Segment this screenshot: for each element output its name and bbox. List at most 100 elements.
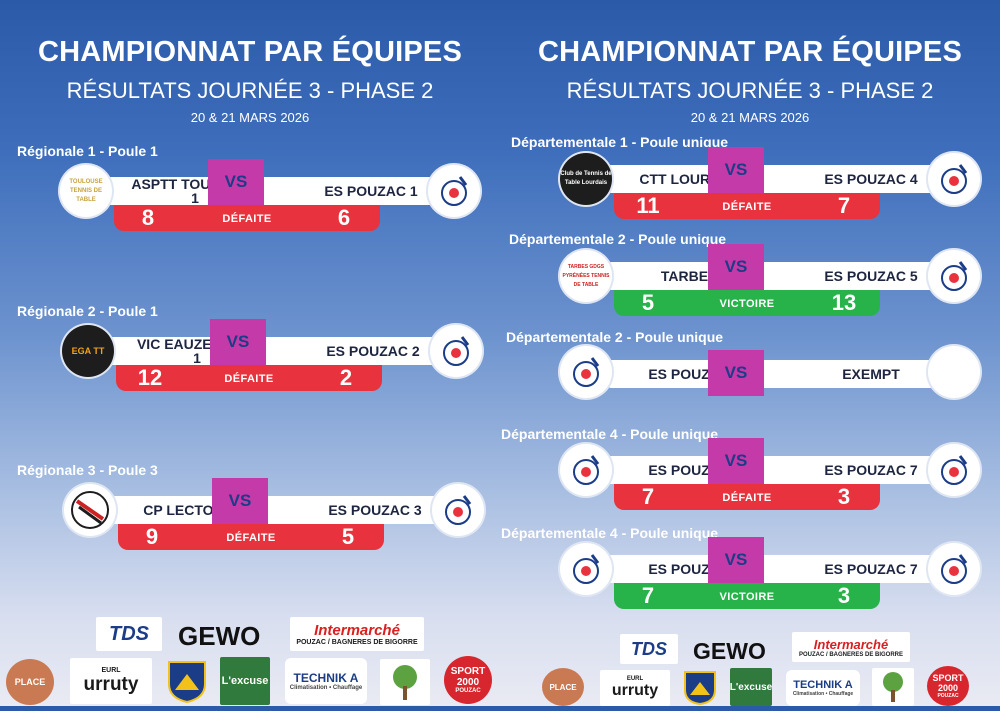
intermarche-logo: Intermarché POUZAC / BAGNERES DE BIGORRE [290,617,424,651]
tds-text: TDS [109,622,149,645]
shield-icon [683,670,717,706]
logo-text: TARBES GDGS PYRÉNÉES TENNIS DE TABLE [562,263,610,288]
pouzac-logo [928,543,980,595]
match-label: Départementale 1 - Poule unique [511,134,729,150]
teams-bar: ASPTT TOULOUSE 1 ES POUZAC 1 [108,177,436,205]
intermarche-subtext: POUZAC / BAGNERES DE BIGORRE [296,639,418,646]
intermarche-logo: Intermarché POUZAC / BAGNERES DE BIGORRE [792,632,910,662]
home-score: 8 [141,205,155,230]
away-score: 3 [837,484,851,509]
away-team: ES POUZAC 5 [824,268,918,284]
place-text: PLACE [14,677,46,687]
home-score: 5 [641,290,655,315]
home-club-logo: TARBES GDGS PYRÉNÉES TENNIS DE TABLE [560,250,612,302]
lexcuse-logo: L'excuse [730,668,772,706]
away-score: 5 [341,524,355,549]
lexcuse-text: L'excuse [730,681,772,693]
away-team: ES POUZAC 4 [824,171,918,187]
lexcuse-logo: L'excuse [220,657,270,705]
pouzac-emblem-icon [941,554,968,584]
pouzac-logo [928,153,980,205]
match-label: Départementale 2 - Poule unique [509,231,727,247]
away-team: ES POUZAC 7 [824,561,918,577]
pouzac-logo [430,325,482,377]
gewo-logo: GEWO [178,620,274,652]
left-panel: CHAMPIONNAT PAR ÉQUIPES RÉSULTATS JOURNÉ… [0,0,500,706]
teams-bar: CTT LOURDES 1 ES POUZAC 4 [608,165,936,193]
result-label: DÉFAITE [222,213,272,225]
match-label: Départementale 4 - Poule unique [501,525,719,541]
teams-bar: ES POUZAC 8 ES POUZAC 7 [608,555,936,583]
result-label: VICTOIRE [719,591,775,603]
shield-icon [167,660,207,704]
score-bar: 7 DÉFAITE 3 [614,484,880,510]
page-subtitle: RÉSULTATS JOURNÉE 3 - PHASE 2 [566,78,934,103]
right-panel: CHAMPIONNAT PAR ÉQUIPES RÉSULTATS JOURNÉ… [500,0,1000,706]
home-score: 7 [641,484,655,509]
tds-logo: TDS [96,617,162,651]
home-club-logo: EGA TT [62,325,114,377]
vs-badge: VS [708,147,764,193]
technika-subtext: Climatisation • Chauffage [289,685,363,691]
urruty-eurl: EURL [101,666,121,674]
score-bar: 7 VICTOIRE 3 [614,583,880,609]
pouzac-emblem-icon [573,455,600,485]
sport2000-text: SPORT 2000 [932,673,964,693]
away-score: 2 [339,365,353,390]
intermarche-subtext: POUZAC / BAGNERES DE BIGORRE [798,651,903,658]
away-score: 7 [837,193,851,218]
home-score: 7 [641,583,655,608]
result-label: DÉFAITE [722,201,772,213]
tree-icon [883,672,903,702]
intermarche-text: Intermarché [813,636,889,652]
pouzac-logo [560,543,612,595]
match-card: TARBES 4 ES POUZAC 5 5 VICTOIRE 13 VS TA… [560,244,980,320]
technika-subtext: Climatisation • Chauffage [792,691,854,697]
page-date: 20 & 21 MARS 2026 [690,110,810,125]
score-bar: 8 DÉFAITE 6 [114,205,380,231]
pouzac-logo [928,444,980,496]
technika-logo: TECHNIK A Climatisation • Chauffage [285,658,367,704]
vs-badge: VS [708,438,764,484]
gewo-logo: GEWO [693,636,779,666]
match-label: Régionale 3 - Poule 3 [17,462,158,478]
vs-badge: VS [208,159,264,205]
away-score: 6 [337,205,351,230]
tree-icon [393,665,417,700]
urruty-logo: EURL urruty [70,658,152,704]
urruty-text: urruty [83,673,139,695]
teams-bar: ES POUZAC 8 ES POUZAC 7 [608,456,936,484]
pouzac-emblem-icon [941,455,968,485]
empty-logo [928,346,980,398]
away-team: ES POUZAC 1 [324,183,418,199]
result-label: DÉFAITE [226,532,276,544]
away-team: ES POUZAC 7 [824,462,918,478]
intermarche-text: Intermarché [314,622,400,639]
pouzac-emblem-icon [573,357,600,387]
pouzac-logo [428,165,480,217]
pouzac-emblem-icon [573,554,600,584]
match-card: VIC EAUZE GA TT 1 ES POUZAC 2 12 DÉFAITE… [62,319,482,395]
logo-text: TOULOUSE TENNIS DE TABLE [69,178,103,203]
vs-badge: VS [708,350,764,396]
vs-badge: VS [708,537,764,583]
result-label: VICTOIRE [719,298,775,310]
pouzac-emblem-icon [941,164,968,194]
page-title: CHAMPIONNAT PAR ÉQUIPES [537,36,963,68]
technika-text: TECHNIK A [793,679,853,691]
home-club-logo: Club de Tennis de Table Lourdais [560,153,612,205]
match-card: ASPTT TOULOUSE 1 ES POUZAC 1 8 DÉFAITE 6… [60,159,480,235]
place-text: PLACE [549,682,577,692]
sport2000-text: SPORT 2000 [450,666,486,688]
teams-bar: VIC EAUZE GA TT 1 ES POUZAC 2 [110,337,438,365]
tds-logo: TDS [620,634,678,664]
match-label: Régionale 2 - Poule 1 [17,303,158,319]
match-card: ES POUZAC 8 ES POUZAC 7 7 VICTOIRE 3 VS [560,537,980,613]
place-logo: PLACE [6,659,54,705]
home-club-logo [64,484,116,536]
result-label: DÉFAITE [722,492,772,504]
technika-logo: TECHNIK A Climatisation • Chauffage [786,670,860,706]
pouzac-logo [560,346,612,398]
score-bar: 5 VICTOIRE 13 [614,290,880,316]
match-label: Départementale 2 - Poule unique [506,329,724,345]
